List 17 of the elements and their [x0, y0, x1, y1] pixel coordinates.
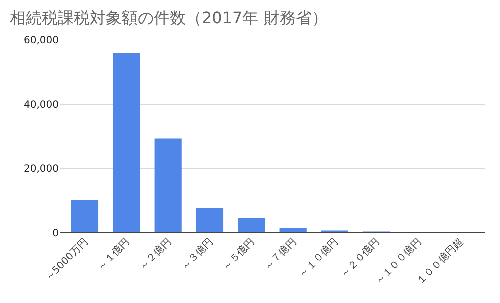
- bar: [280, 228, 307, 233]
- y-tick-label: 40,000: [24, 100, 59, 111]
- x-tick-label: ～１億円: [96, 236, 132, 273]
- bar: [113, 54, 140, 233]
- y-tick-label: 0: [52, 228, 59, 240]
- bar: [238, 218, 266, 233]
- x-tick-label: ～１０億円: [296, 236, 341, 280]
- chart-title: 相続税課税対象額の件数（2017年 財務省）: [10, 8, 328, 28]
- x-tick-label: ～７億円: [262, 236, 299, 273]
- bar: [154, 138, 182, 233]
- bar: [71, 200, 99, 233]
- x-tick-label: ～３億円: [178, 236, 216, 273]
- x-tick-label: ～５億円: [220, 236, 258, 273]
- y-tick-label: 20,000: [24, 164, 59, 176]
- y-tick-label: 60,000: [24, 36, 59, 46]
- x-tick-label: ～２億円: [137, 236, 174, 273]
- bar: [196, 208, 224, 233]
